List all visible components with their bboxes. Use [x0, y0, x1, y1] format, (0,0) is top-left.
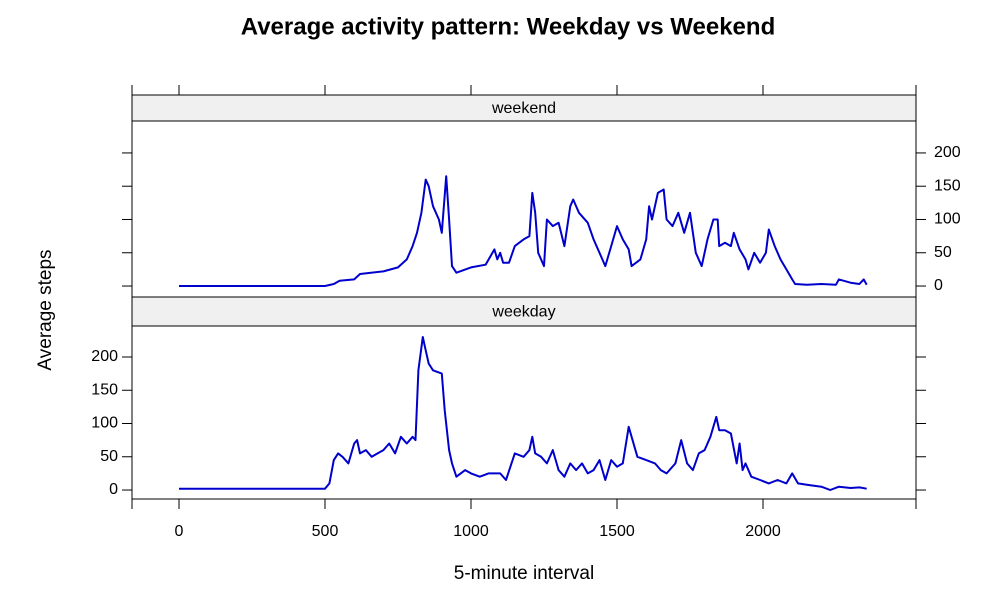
y-tick-label: 50	[934, 244, 952, 261]
panel	[131, 325, 917, 500]
strip-label: weekday	[491, 304, 555, 321]
chart-title: Average activity pattern: Weekday vs Wee…	[241, 13, 775, 40]
y-tick-label: 0	[934, 277, 943, 294]
x-axis-label: 5-minute interval	[454, 563, 594, 584]
x-tick-label: 500	[312, 523, 339, 540]
strip-label: weekend	[491, 100, 556, 117]
y-tick-label: 100	[934, 211, 961, 228]
y-tick-label: 50	[100, 448, 118, 465]
x-tick-label: 1500	[599, 523, 635, 540]
y-axis-label: Average steps	[35, 249, 56, 370]
panel	[131, 120, 917, 298]
y-tick-label: 200	[934, 144, 961, 161]
y-tick-label: 0	[109, 481, 118, 498]
strip	[131, 94, 917, 122]
y-tick-label: 100	[91, 415, 118, 432]
data-line	[179, 336, 867, 491]
x-tick-label: 0	[175, 523, 184, 540]
x-tick-label: 1000	[453, 523, 489, 540]
y-tick-label: 200	[91, 348, 118, 365]
y-tick-label: 150	[91, 381, 118, 398]
x-tick-label: 2000	[745, 523, 781, 540]
data-line	[179, 175, 868, 287]
y-tick-label: 150	[934, 177, 961, 194]
strip	[131, 296, 917, 327]
